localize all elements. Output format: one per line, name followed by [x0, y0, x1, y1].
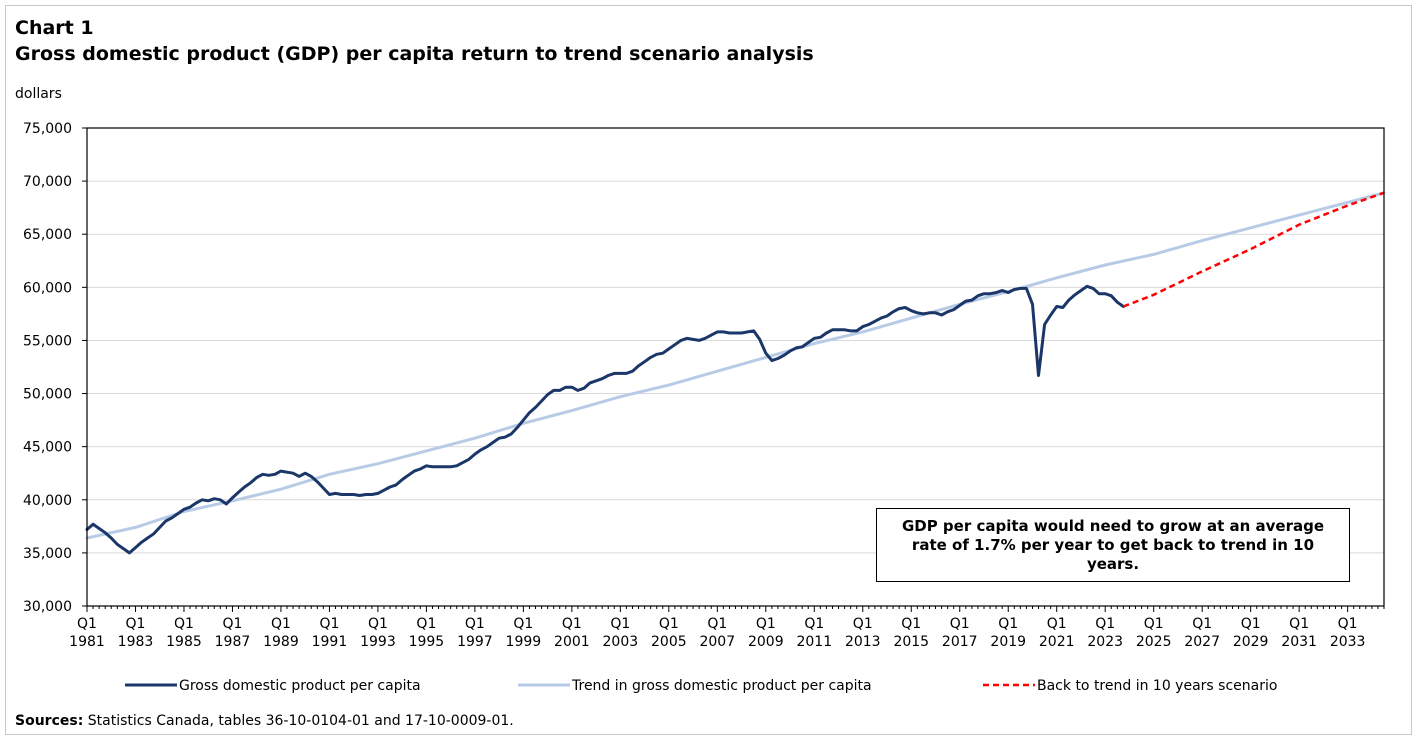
sources-text: Statistics Canada, tables 36-10-0104-01 … [87, 713, 514, 729]
x-tick-label-quarter: Q1 [222, 616, 242, 632]
chart-title: Gross domestic product (GDP) per capita … [15, 43, 814, 65]
x-tick-label-quarter: Q1 [659, 616, 679, 632]
x-tick-label-quarter: Q1 [319, 616, 339, 632]
x-tick-label-year: 2027 [1184, 634, 1220, 650]
y-tick-label: 60,000 [23, 280, 72, 296]
y-tick-label: 45,000 [23, 440, 72, 456]
x-tick-label-year: 1983 [118, 634, 154, 650]
x-tick-label-quarter: Q1 [562, 616, 582, 632]
y-tick-label: 40,000 [23, 493, 72, 509]
x-tick-label-quarter: Q1 [756, 616, 776, 632]
series-line-trend [85, 191, 1386, 540]
x-tick-label-year: 2007 [699, 634, 735, 650]
annotation-box: GDP per capita would need to grow at an … [876, 508, 1350, 582]
series-line-scenario [1122, 191, 1385, 308]
x-tick-label-quarter: Q1 [416, 616, 436, 632]
y-tick-label: 70,000 [23, 174, 72, 190]
x-tick-label-quarter: Q1 [610, 616, 630, 632]
x-tick-label-quarter: Q1 [77, 616, 97, 632]
y-tick-label: 35,000 [23, 546, 72, 562]
x-tick-label-quarter: Q1 [368, 616, 388, 632]
series-line-gdp-per-capita [85, 284, 1125, 555]
y-tick-label: 50,000 [23, 387, 72, 403]
y-tick-label: 55,000 [23, 333, 72, 349]
x-tick-label-quarter: Q1 [1047, 616, 1067, 632]
x-tick-label-year: 2021 [1039, 634, 1075, 650]
x-tick-label-year: 2023 [1087, 634, 1123, 650]
x-tick-label-year: 1999 [506, 634, 542, 650]
legend-label: Back to trend in 10 years scenario [1037, 678, 1277, 694]
x-tick-label-year: 1993 [360, 634, 396, 650]
x-tick-label-quarter: Q1 [465, 616, 485, 632]
x-tick-label-year: 2025 [1136, 634, 1172, 650]
x-tick-label-year: 2011 [796, 634, 832, 650]
x-tick-label-quarter: Q1 [1241, 616, 1261, 632]
y-tick-label: 65,000 [23, 227, 72, 243]
x-tick-label-quarter: Q1 [126, 616, 146, 632]
x-tick-label-year: 2009 [748, 634, 784, 650]
x-tick-label-year: 2005 [651, 634, 687, 650]
x-tick-label-year: 2001 [554, 634, 590, 650]
x-tick-label-year: 1995 [409, 634, 445, 650]
x-tick-label-year: 2003 [603, 634, 639, 650]
x-tick-label-quarter: Q1 [950, 616, 970, 632]
x-tick-label-quarter: Q1 [513, 616, 533, 632]
x-tick-label-quarter: Q1 [853, 616, 873, 632]
legend-label: Gross domestic product per capita [179, 678, 421, 694]
x-tick-label-quarter: Q1 [1144, 616, 1164, 632]
x-tick-label-quarter: Q1 [1095, 616, 1115, 632]
x-tick-label-quarter: Q1 [1289, 616, 1309, 632]
x-tick-label-quarter: Q1 [271, 616, 291, 632]
sources-note: Sources: Statistics Canada, tables 36-10… [15, 713, 514, 729]
x-tick-label-year: 2033 [1330, 634, 1366, 650]
chart-frame [5, 5, 1412, 735]
x-tick-label-quarter: Q1 [174, 616, 194, 632]
x-tick-label-quarter: Q1 [1192, 616, 1212, 632]
x-tick-label-year: 1989 [263, 634, 299, 650]
plot-area-border [86, 127, 1385, 607]
legend-label: Trend in gross domestic product per capi… [571, 678, 872, 694]
x-tick-label-year: 2013 [845, 634, 881, 650]
chart-label: Chart 1 [15, 17, 94, 39]
x-tick-label-quarter: Q1 [901, 616, 921, 632]
y-tick-label: 30,000 [23, 599, 72, 615]
x-tick-label-quarter: Q1 [1338, 616, 1358, 632]
x-tick-label-quarter: Q1 [998, 616, 1018, 632]
x-tick-label-year: 1981 [69, 634, 105, 650]
x-tick-label-year: 2029 [1233, 634, 1269, 650]
x-tick-label-year: 1991 [312, 634, 348, 650]
y-tick-label: 75,000 [23, 121, 72, 137]
x-tick-label-year: 1985 [166, 634, 202, 650]
x-tick-label-year: 1997 [457, 634, 493, 650]
x-tick-label-year: 2017 [942, 634, 978, 650]
sources-label: Sources: [15, 713, 84, 729]
x-tick-label-year: 2031 [1281, 634, 1317, 650]
x-tick-label-quarter: Q1 [804, 616, 824, 632]
x-tick-label-year: 1987 [215, 634, 251, 650]
x-tick-label-year: 2019 [990, 634, 1026, 650]
x-tick-label-year: 2015 [893, 634, 929, 650]
x-tick-label-quarter: Q1 [707, 616, 727, 632]
y-axis-unit: dollars [15, 86, 62, 102]
